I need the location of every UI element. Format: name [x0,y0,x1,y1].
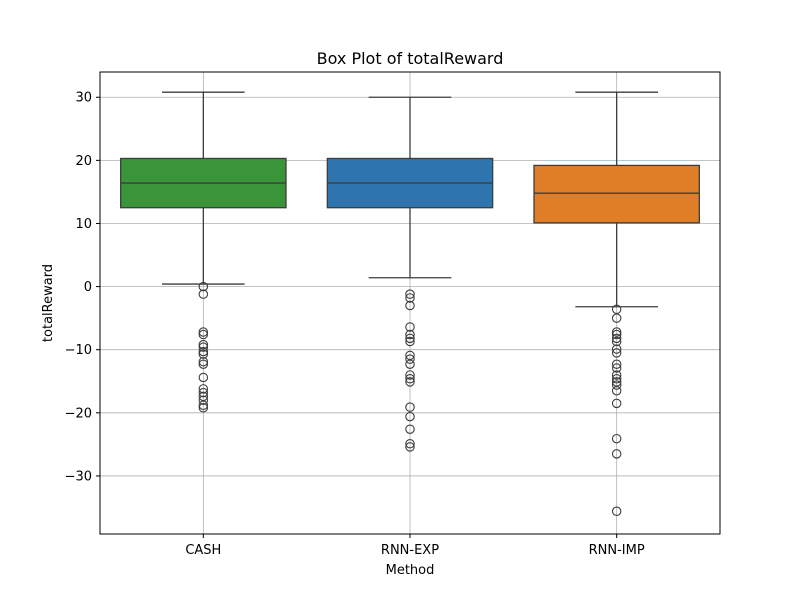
outlier-point [198,329,209,340]
outlier-point [611,398,622,409]
outlier-point [198,339,209,350]
outlier-point [198,359,209,369]
outlier-point [405,300,415,311]
outlier-point [405,402,415,412]
outlier-points [198,281,622,517]
outlier-point [198,289,209,299]
outlier-point [198,395,209,405]
outlier-point [611,313,622,323]
outlier-point [611,506,622,517]
outlier-point [405,411,415,422]
box-series [120,91,700,308]
outlier-point [405,377,415,387]
outlier-point [405,289,415,299]
outlier-point [198,403,209,413]
outlier-point [198,400,209,410]
outlier-point [198,346,209,357]
outlier-point [611,363,622,373]
x-axis: CASH RNN-EXP RNN-IMP [185,534,645,558]
chart-title: Box Plot of totalReward [317,49,504,68]
box-cash [120,91,287,285]
outlier-point [611,433,622,444]
y-tick-label: −10 [65,343,92,358]
outlier-point [405,329,415,340]
outlier-point [405,293,415,303]
outlier-point [611,385,622,396]
y-tick-label: 0 [84,280,92,295]
outlier-point [405,438,415,449]
outlier-point [611,380,622,390]
outlier-point [405,424,415,434]
iqr-box [533,164,700,224]
outlier-point [611,333,622,344]
y-tick-label: −20 [65,406,92,421]
outlier-point [198,342,209,352]
outlier-point [405,370,415,380]
y-axis: 30 20 10 0 −10 −20 −30 [65,91,100,484]
outlier-point [405,442,415,452]
outlier-point [405,336,415,347]
outlier-point [611,336,622,347]
outlier-point [405,322,415,332]
box-rnn-imp [533,91,700,308]
outlier-point [198,349,209,359]
outlier-point [198,327,209,337]
outlier-point [405,359,415,369]
outlier-point [611,373,622,384]
x-axis-label: Method [386,563,435,578]
outlier-point [611,449,622,459]
box-rnn-exp [326,96,494,279]
outlier-point [611,348,622,358]
outlier-point [198,387,209,398]
y-tick-label: 30 [75,91,92,106]
x-tick-label: RNN-EXP [381,543,439,558]
y-axis-label: totalReward [41,264,56,342]
outlier-point [198,356,209,367]
outlier-point [611,329,622,340]
outlier-point [198,372,209,383]
y-tick-label: 20 [75,154,92,169]
x-tick-label: CASH [185,543,221,558]
outlier-point [611,370,622,380]
outlier-point [405,333,415,344]
outlier-point [198,281,209,292]
outlier-point [405,373,415,384]
outlier-point [405,354,415,364]
outlier-point [611,327,622,337]
outlier-point [198,384,209,394]
y-tick-label: −30 [65,469,92,484]
outlier-point [611,359,622,369]
outlier-point [611,344,622,354]
x-tick-label: RNN-IMP [589,543,645,558]
y-tick-label: 10 [75,217,92,232]
